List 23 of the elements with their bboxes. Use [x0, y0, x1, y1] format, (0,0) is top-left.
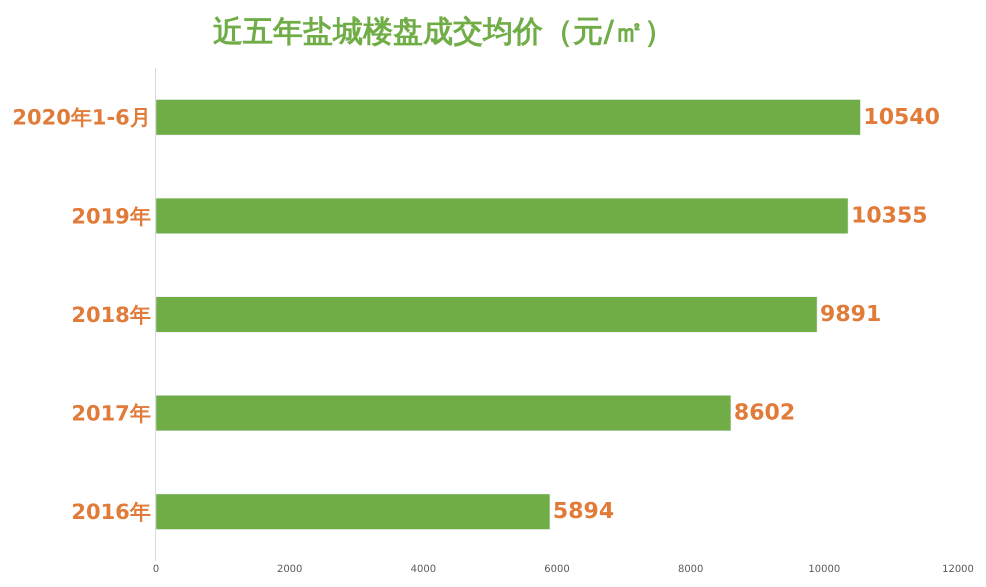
x-tick-label: 2000 [276, 564, 302, 575]
y-tick-label: 2019年 [71, 204, 151, 228]
bar [156, 494, 550, 530]
data-label: 10355 [851, 203, 928, 228]
x-tick-label: 10000 [808, 564, 840, 575]
y-tick-label: 2016年 [71, 500, 151, 524]
data-label: 5894 [552, 499, 614, 524]
data-label: 9891 [820, 302, 882, 327]
data-label: 8602 [734, 400, 796, 426]
x-tick-label: 6000 [544, 564, 570, 575]
y-tick-label: 2017年 [71, 401, 151, 426]
data-label: 10540 [863, 104, 940, 130]
bar [156, 198, 848, 234]
x-tick-label: 8000 [678, 564, 704, 575]
x-tick-label: 12000 [942, 564, 974, 575]
y-tick-label: 2020年1-6月 [12, 106, 151, 130]
chart-title: 近五年盐城楼盘成交均价（元/㎡） [213, 14, 674, 50]
x-tick-label: 4000 [410, 564, 436, 575]
y-tick-label: 2018年 [71, 302, 151, 327]
bar [156, 395, 732, 432]
bar [156, 99, 861, 136]
x-tick-label: 0 [152, 564, 160, 575]
bar [156, 296, 818, 332]
